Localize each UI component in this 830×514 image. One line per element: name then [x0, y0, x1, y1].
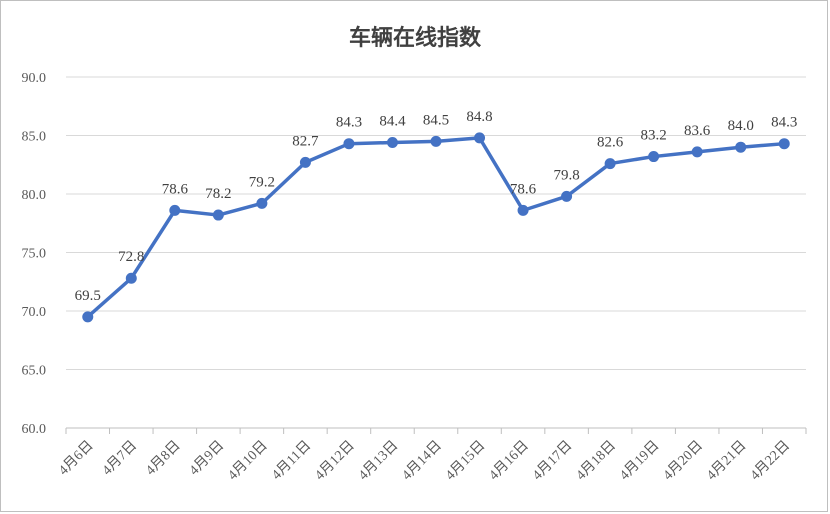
x-tick-label: 4月10日: [225, 438, 271, 484]
chart-title: 车辆在线指数: [348, 26, 481, 51]
data-label: 84.5: [423, 112, 449, 128]
x-tick-label: 4月7日: [99, 438, 140, 479]
data-point: [256, 197, 268, 209]
data-label: 84.0: [728, 118, 754, 134]
x-tick-label: 4月19日: [617, 438, 663, 484]
data-point: [604, 158, 616, 170]
data-label: 82.7: [292, 133, 319, 149]
data-label: 79.8: [553, 167, 579, 183]
y-tick-label: 85.0: [22, 130, 47, 145]
series-line-group: [82, 132, 790, 323]
x-tick-label: 4月20日: [660, 438, 706, 484]
y-tick-label: 75.0: [22, 247, 47, 262]
data-label: 72.8: [118, 249, 144, 265]
x-tick-label: 4月6日: [56, 438, 97, 479]
data-point: [648, 151, 660, 163]
x-axis: [65, 427, 807, 434]
data-point: [343, 138, 355, 150]
x-tick-label: 4月18日: [573, 438, 619, 484]
data-point: [561, 190, 573, 202]
x-tick-label: 4月15日: [442, 438, 488, 484]
data-label: 84.4: [379, 114, 406, 130]
data-labels: 69.5 72.8 78.6 78.2 79.2 82.7 84.3 84.4 84.5 84.8…: [75, 109, 798, 304]
data-label: 84.8: [466, 109, 492, 125]
x-tick-label: 4月21日: [704, 438, 750, 484]
data-label: 84.3: [336, 115, 362, 131]
data-point: [212, 209, 224, 221]
x-axis-ticks: 4月6日 4月7日 4月8日 4月9日4月10日4月11日4月12日4月13日4月14…: [56, 438, 793, 484]
gridlines: [66, 76, 806, 370]
x-tick-label: 4月22日: [747, 438, 793, 484]
data-label: 84.3: [771, 115, 797, 131]
data-point: [517, 204, 529, 216]
x-tick-label: 4月14日: [399, 438, 445, 484]
data-label: 78.6: [162, 181, 189, 197]
x-tick-label: 4月11日: [269, 438, 315, 484]
data-point: [735, 141, 747, 153]
data-label: 78.6: [510, 181, 537, 197]
data-point: [778, 138, 790, 150]
data-label: 78.2: [205, 186, 231, 202]
y-axis-ticks: 60.0 65.0 70.0 75.0 80.0 85.0 90.0: [22, 71, 47, 437]
x-tick-label: 4月17日: [529, 438, 575, 484]
data-point: [125, 272, 137, 284]
data-point: [691, 146, 703, 158]
data-label: 69.5: [75, 288, 101, 304]
data-label: 83.2: [641, 128, 667, 144]
data-label: 82.6: [597, 135, 624, 151]
data-label: 79.2: [249, 174, 275, 190]
data-point: [299, 156, 311, 168]
series-line: [86, 136, 786, 319]
data-point: [430, 135, 442, 147]
data-label: 83.6: [684, 123, 711, 139]
x-tick-label: 4月8日: [143, 438, 184, 479]
data-point: [474, 132, 486, 144]
data-point: [169, 204, 181, 216]
x-tick-label: 4月9日: [186, 438, 227, 479]
y-tick-label: 70.0: [22, 305, 47, 320]
data-point: [82, 311, 94, 323]
x-tick-label: 4月12日: [312, 438, 358, 484]
data-point: [386, 137, 398, 149]
y-tick-label: 60.0: [22, 422, 47, 437]
y-tick-label: 90.0: [22, 71, 47, 86]
y-tick-label: 65.0: [22, 364, 47, 379]
x-tick-label: 4月16日: [486, 438, 532, 484]
y-tick-label: 80.0: [22, 188, 47, 203]
x-tick-label: 4月13日: [355, 438, 401, 484]
